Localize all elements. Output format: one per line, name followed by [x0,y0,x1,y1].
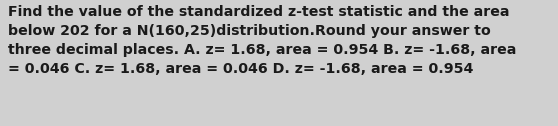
Text: Find the value of the standardized z-test statistic and the area
below 202 for a: Find the value of the standardized z-tes… [8,5,517,76]
